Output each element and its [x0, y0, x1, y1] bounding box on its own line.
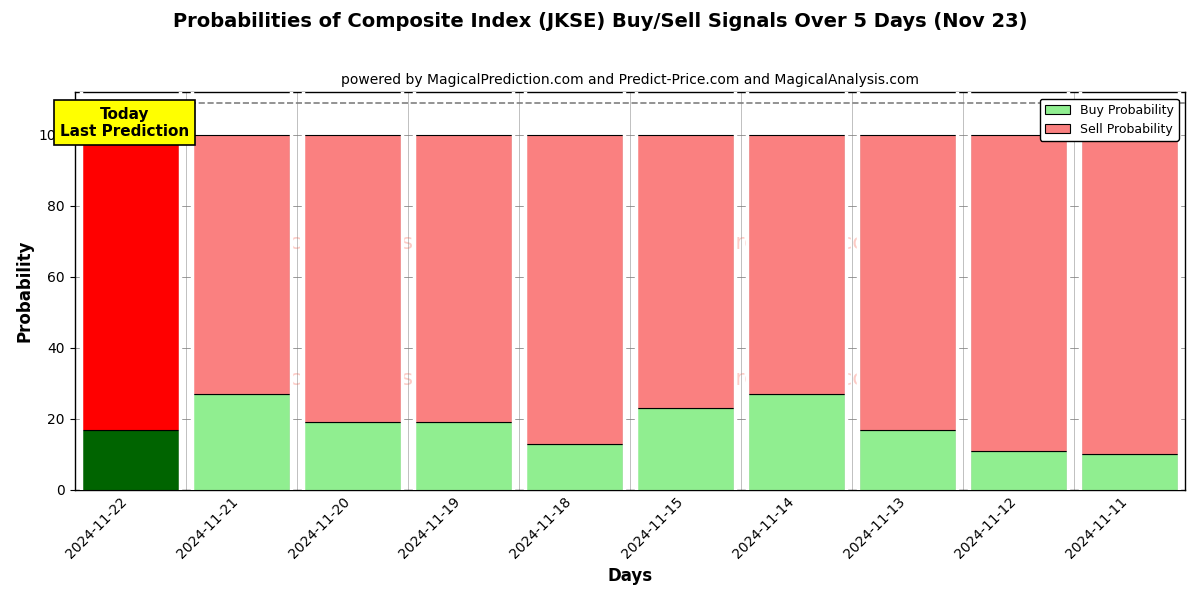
- Bar: [970, 135, 1067, 451]
- Title: powered by MagicalPrediction.com and Predict-Price.com and MagicalAnalysis.com: powered by MagicalPrediction.com and Pre…: [341, 73, 919, 87]
- Text: MagicalPrediction.com: MagicalPrediction.com: [638, 368, 888, 389]
- Bar: [858, 135, 956, 430]
- Bar: [304, 422, 401, 490]
- Bar: [414, 135, 512, 422]
- Text: Probabilities of Composite Index (JKSE) Buy/Sell Signals Over 5 Days (Nov 23): Probabilities of Composite Index (JKSE) …: [173, 12, 1027, 31]
- Text: MagicalAnalysis.com: MagicalAnalysis.com: [236, 368, 468, 389]
- Bar: [82, 430, 179, 490]
- Y-axis label: Probability: Probability: [16, 240, 34, 343]
- Bar: [748, 135, 845, 394]
- X-axis label: Days: Days: [607, 567, 653, 585]
- Bar: [304, 135, 401, 422]
- Bar: [1081, 454, 1178, 490]
- Bar: [1081, 135, 1178, 454]
- Bar: [192, 394, 290, 490]
- Bar: [636, 408, 734, 490]
- Bar: [414, 422, 512, 490]
- Text: MagicalPrediction.com: MagicalPrediction.com: [638, 233, 888, 253]
- Bar: [970, 451, 1067, 490]
- Legend: Buy Probability, Sell Probability: Buy Probability, Sell Probability: [1040, 98, 1178, 141]
- Bar: [526, 444, 623, 490]
- Bar: [192, 135, 290, 394]
- Bar: [82, 135, 179, 430]
- Bar: [858, 430, 956, 490]
- Bar: [636, 135, 734, 408]
- Text: Today
Last Prediction: Today Last Prediction: [60, 107, 190, 139]
- Text: MagicalAnalysis.com: MagicalAnalysis.com: [236, 233, 468, 253]
- Bar: [526, 135, 623, 444]
- Bar: [748, 394, 845, 490]
